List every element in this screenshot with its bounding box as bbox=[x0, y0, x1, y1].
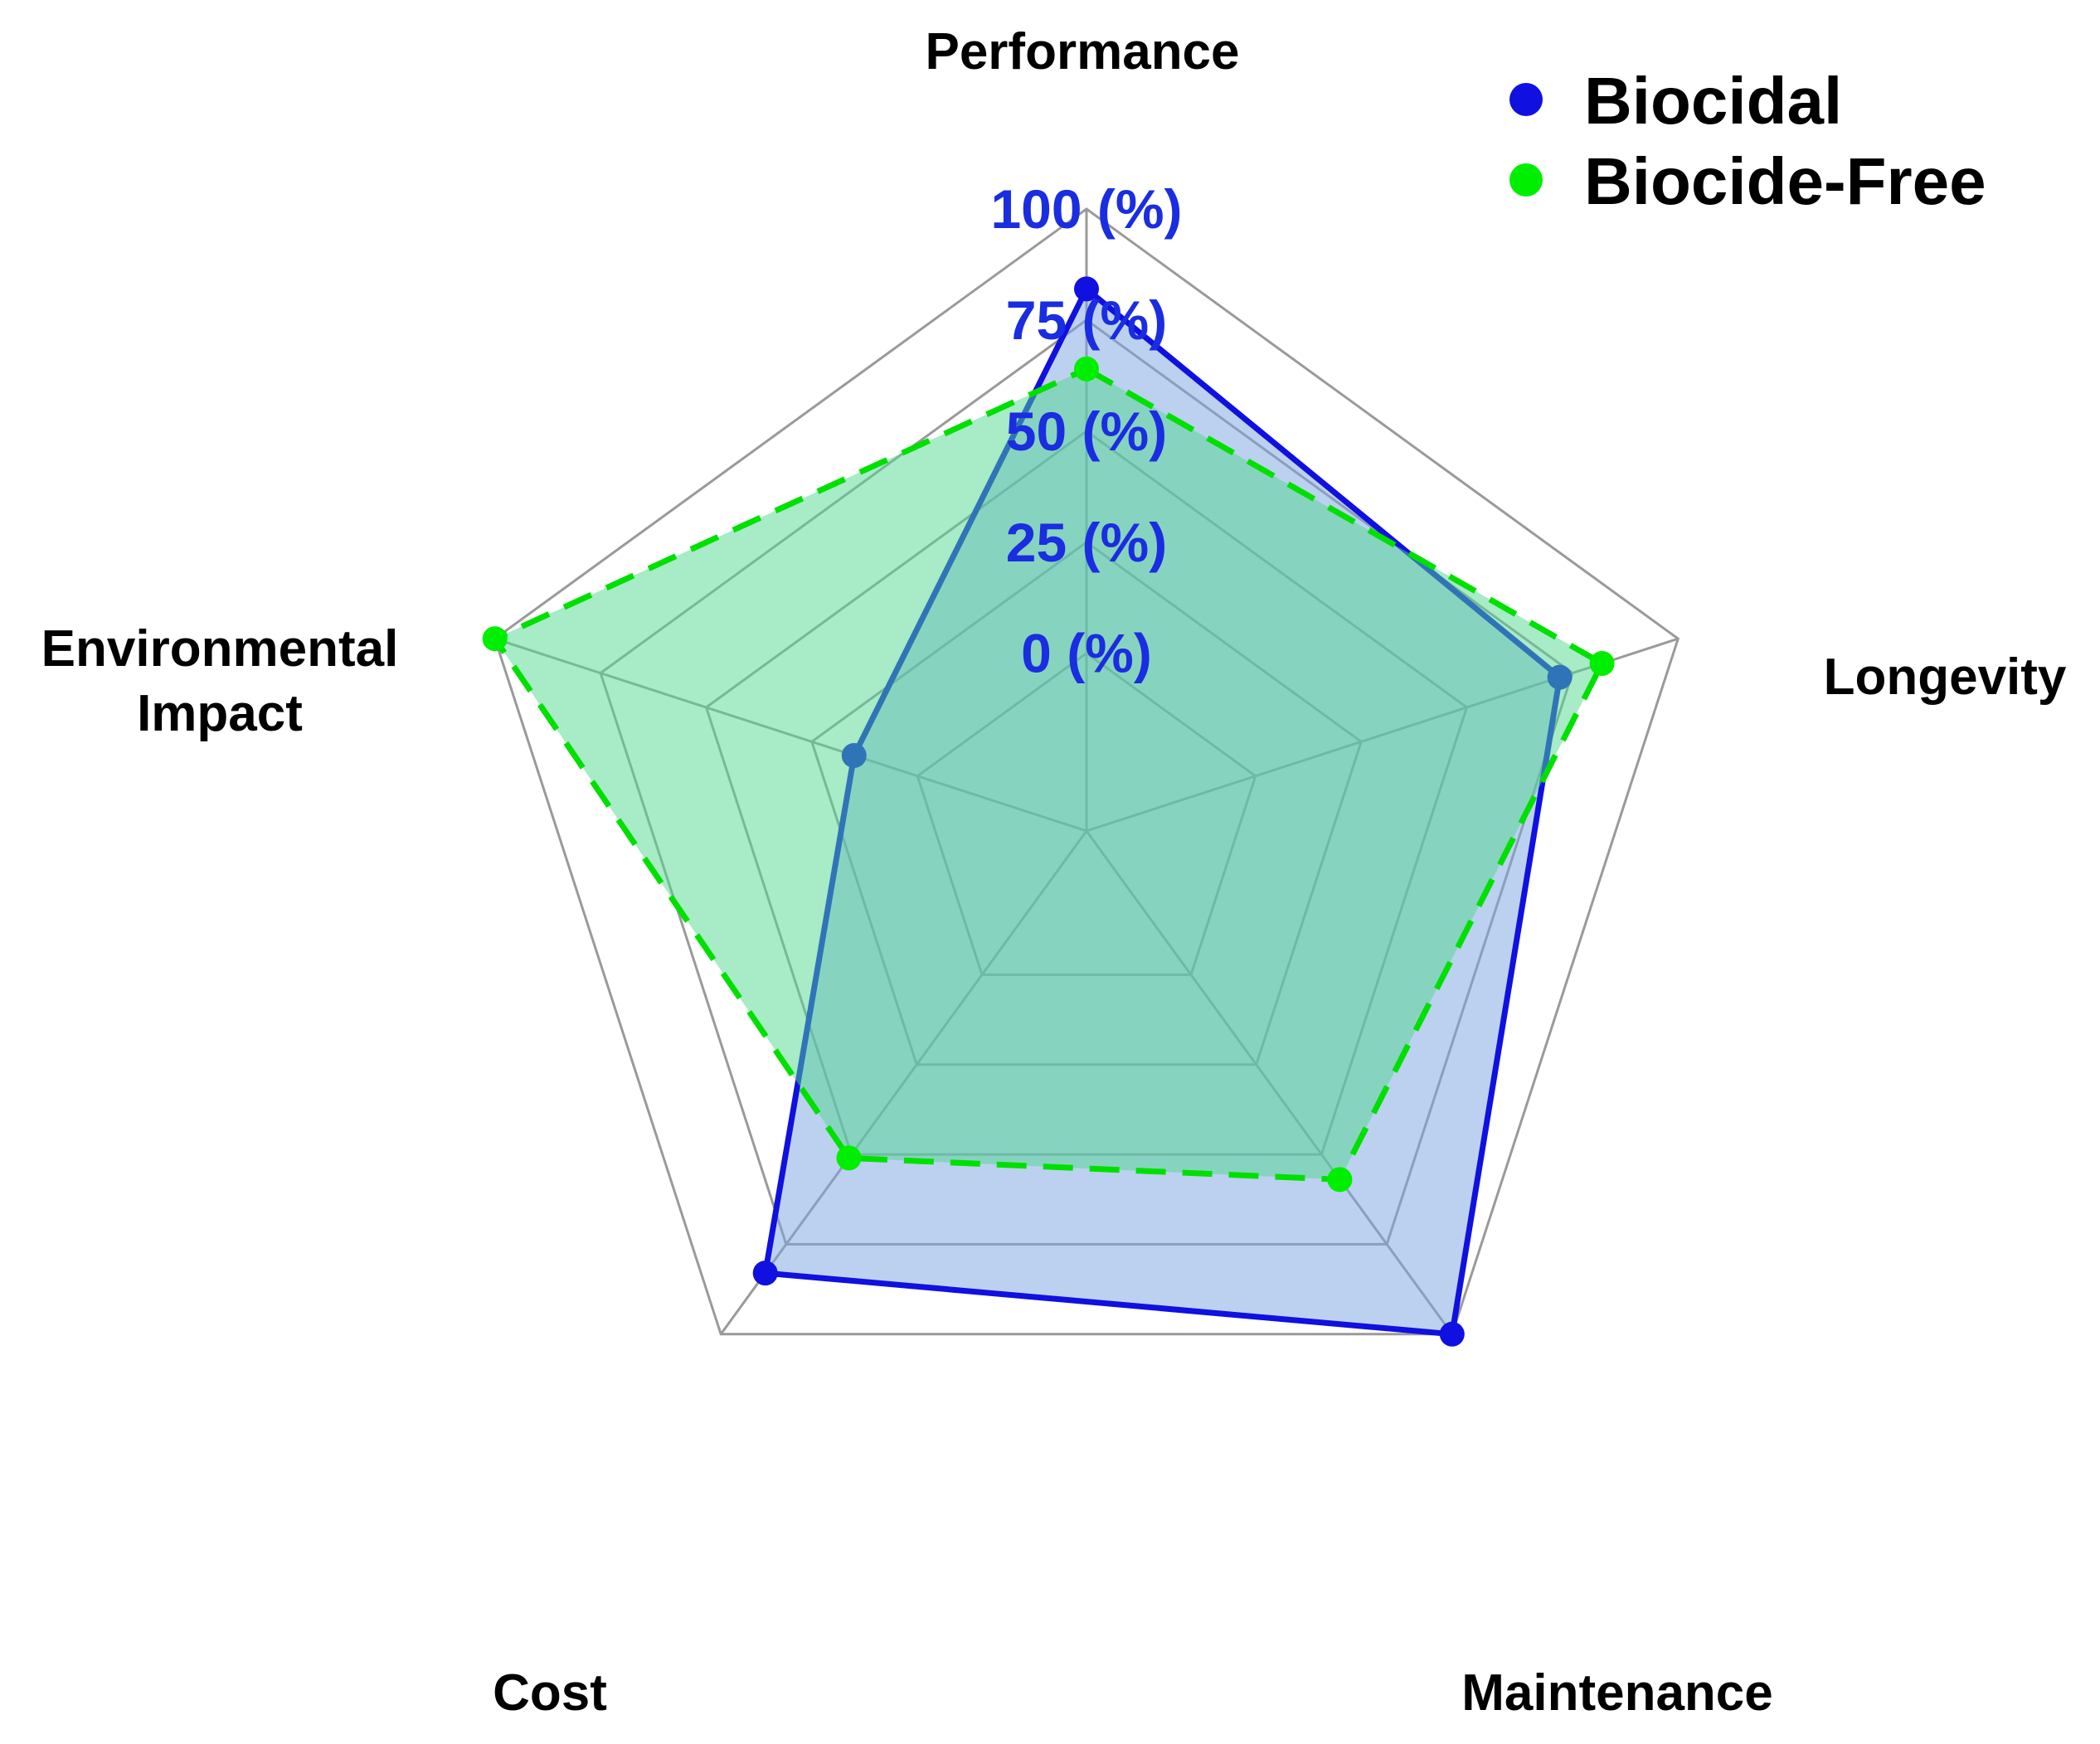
legend-marker-biocide-free bbox=[1509, 163, 1543, 197]
tick-label-0: 0 (%) bbox=[1021, 623, 1152, 684]
data-point-biocide-free-maintenance bbox=[1327, 1167, 1353, 1193]
data-point-biocide-free-environmental-impact bbox=[482, 626, 508, 652]
series-fill-biocide-free bbox=[494, 368, 1602, 1180]
series-line-biocide-free bbox=[492, 366, 1606, 1183]
axis-label-cost: Cost bbox=[493, 1664, 607, 1722]
grid-ring-100 bbox=[493, 207, 1680, 1336]
data-point-biocidal-maintenance bbox=[1439, 1321, 1465, 1347]
tick-label-75: 75 (%) bbox=[1006, 289, 1167, 351]
data-point-biocidal-performance bbox=[1074, 276, 1099, 302]
tick-label-25: 25 (%) bbox=[1006, 512, 1167, 573]
axis-label-environmental-impact: Environmental Impact bbox=[41, 620, 399, 742]
legend-marker-biocidal bbox=[1509, 83, 1543, 116]
axis-label-line: Cost bbox=[493, 1664, 607, 1722]
data-point-biocide-free-performance bbox=[1074, 356, 1099, 381]
axis-label-line: Environmental bbox=[41, 620, 399, 678]
legend-label-biocide-free: Biocide-Free bbox=[1584, 144, 1986, 218]
series-biocide-free bbox=[482, 356, 1615, 1193]
axis-label-performance: Performance bbox=[925, 23, 1239, 80]
data-point-biocidal-cost bbox=[752, 1261, 778, 1286]
axis-label-line: Impact bbox=[137, 685, 303, 742]
data-point-biocide-free-longevity bbox=[1589, 651, 1615, 676]
axis-label-line: Longevity bbox=[1824, 649, 2067, 706]
axis-label-longevity: Longevity bbox=[1824, 649, 2067, 706]
axis-label-maintenance: Maintenance bbox=[1461, 1664, 1773, 1722]
tick-label-50: 50 (%) bbox=[1006, 401, 1167, 462]
radial-tick-labels: 0 (%) 25 (%) 50 (%) 75 (%) 100 (%) bbox=[990, 178, 1182, 684]
axis-label-line: Maintenance bbox=[1461, 1664, 1773, 1722]
legend-label-biocidal: Biocidal bbox=[1584, 64, 1842, 138]
data-point-biocide-free-cost bbox=[836, 1145, 862, 1171]
axis-labels: Performance Longevity Maintenance Cost Envir… bbox=[41, 23, 2067, 1722]
tick-label-100: 100 (%) bbox=[990, 178, 1182, 240]
axis-label-line: Performance bbox=[925, 23, 1239, 80]
radar-series bbox=[482, 276, 1615, 1347]
